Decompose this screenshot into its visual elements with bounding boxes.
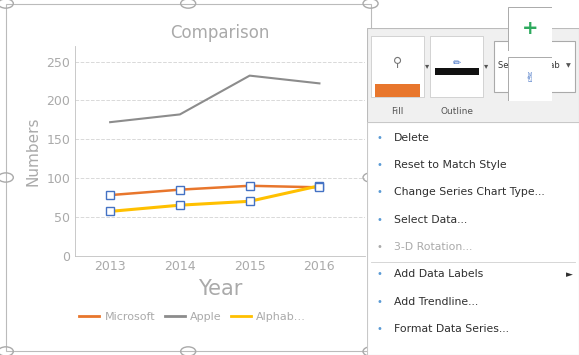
- Text: 3-D Rotation...: 3-D Rotation...: [394, 242, 472, 252]
- Bar: [494, 41, 575, 92]
- Text: •: •: [376, 187, 382, 197]
- Text: ⚲: ⚲: [393, 56, 402, 69]
- Text: •: •: [376, 242, 382, 252]
- Text: Outline: Outline: [440, 107, 473, 116]
- Text: ✌: ✌: [525, 72, 535, 84]
- Text: Select Data...: Select Data...: [394, 214, 467, 225]
- Text: •: •: [376, 297, 382, 307]
- Title: Comparison: Comparison: [170, 24, 270, 42]
- Text: Change Series Chart Type...: Change Series Chart Type...: [394, 187, 545, 197]
- Text: •: •: [376, 324, 382, 334]
- Bar: [371, 36, 424, 97]
- Text: Add Trendline...: Add Trendline...: [394, 297, 478, 307]
- Text: Add Data Labels: Add Data Labels: [394, 269, 483, 279]
- Text: Delete: Delete: [394, 132, 430, 142]
- Text: •: •: [376, 160, 382, 170]
- Bar: [430, 36, 483, 97]
- Text: •: •: [376, 214, 382, 225]
- Bar: [434, 69, 479, 75]
- Legend: Microsoft, Apple, Alphab…: Microsoft, Apple, Alphab…: [75, 307, 310, 326]
- Text: +: +: [522, 19, 538, 38]
- Text: Format Data Series...: Format Data Series...: [394, 324, 509, 334]
- Text: Reset to Match Style: Reset to Match Style: [394, 160, 507, 170]
- Text: ▾: ▾: [425, 61, 429, 70]
- Y-axis label: Numbers: Numbers: [26, 116, 41, 186]
- Text: Series "Alphab: Series "Alphab: [499, 61, 560, 71]
- Text: ►: ►: [566, 270, 573, 279]
- X-axis label: Year: Year: [198, 279, 242, 299]
- Text: Fill: Fill: [391, 107, 404, 116]
- Text: ✏: ✏: [453, 58, 461, 67]
- Text: •: •: [376, 269, 382, 279]
- Text: •: •: [376, 132, 382, 142]
- Bar: [375, 84, 420, 97]
- Text: ▼: ▼: [566, 64, 570, 69]
- Text: ▾: ▾: [485, 61, 489, 70]
- Bar: [6, 4, 371, 351]
